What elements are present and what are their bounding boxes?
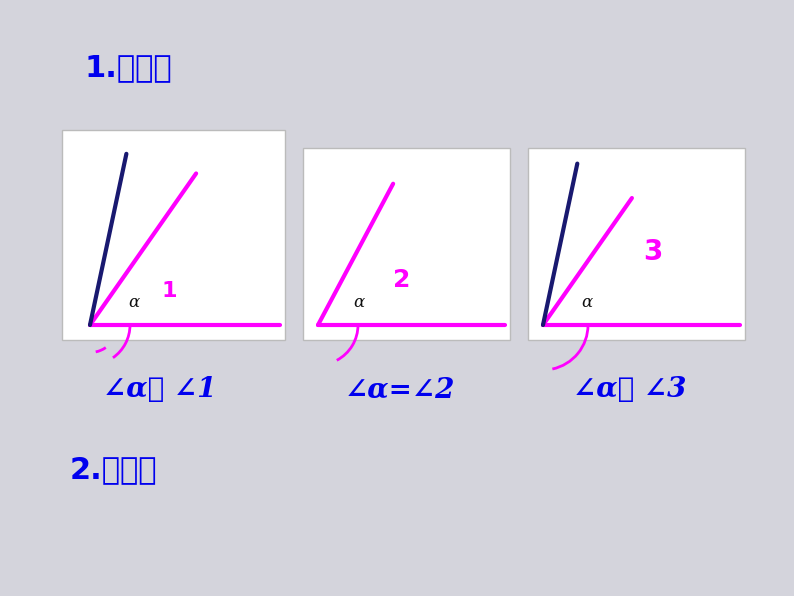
Text: ∠α＜ ∠3: ∠α＜ ∠3 xyxy=(573,377,687,403)
Text: α: α xyxy=(581,294,592,311)
Text: 2.度量法: 2.度量法 xyxy=(70,455,157,485)
Bar xyxy=(303,148,510,340)
Text: ∠α=∠2: ∠α=∠2 xyxy=(345,377,455,403)
Text: 1: 1 xyxy=(162,281,178,301)
Text: 3: 3 xyxy=(643,238,662,266)
Text: ∠α＞ ∠1: ∠α＞ ∠1 xyxy=(103,377,217,403)
Text: 2: 2 xyxy=(393,268,410,292)
Text: α: α xyxy=(353,294,364,311)
Text: α: α xyxy=(128,294,139,311)
Bar xyxy=(62,130,285,340)
Bar xyxy=(528,148,745,340)
Text: 1.叠合法: 1.叠合法 xyxy=(85,54,172,82)
